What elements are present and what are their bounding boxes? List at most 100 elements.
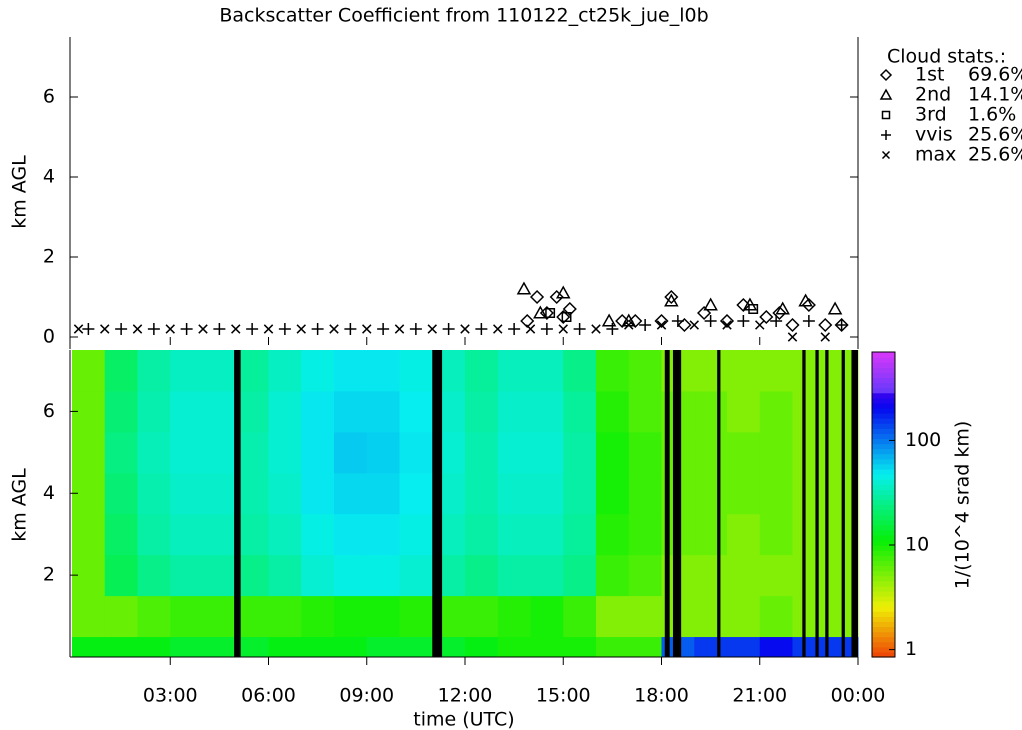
heatmap-cell [465, 595, 499, 638]
marker [533, 305, 548, 319]
marker [558, 324, 568, 334]
heatmap-cell [268, 472, 302, 515]
legend-label: 2nd [915, 84, 951, 106]
marker [719, 313, 735, 329]
colorbar-segment [872, 570, 895, 577]
marker [591, 324, 601, 334]
colorbar-segment [872, 423, 895, 429]
colorbar-segment [872, 601, 895, 607]
heatmap-cell [563, 431, 597, 474]
heatmap-cell [497, 350, 531, 392]
marker [198, 324, 208, 334]
colorbar-segment [872, 621, 895, 628]
colorbar-segment [872, 580, 895, 587]
colorbar-segment [872, 641, 895, 648]
marker [525, 324, 536, 334]
heatmap-cell [759, 513, 793, 556]
marker [508, 323, 521, 335]
x-tick-label: 00:00 [831, 685, 886, 707]
heatmap-cell [235, 636, 269, 658]
heatmap-cell [596, 595, 630, 638]
heatmap-cell [399, 350, 433, 392]
heatmap-cell [235, 390, 269, 433]
colorbar-segment [872, 428, 895, 434]
heatmap-cell [137, 636, 171, 658]
heatmap-cell [72, 513, 106, 556]
legend-value: 69.6% [968, 64, 1022, 86]
y-tick-label: 2 [43, 246, 55, 268]
heatmap-cell [104, 554, 138, 597]
marker [394, 324, 405, 334]
heatmap-cell [563, 554, 597, 597]
marker [697, 305, 712, 321]
legend-marker [881, 110, 891, 120]
heatmap-cell [170, 636, 204, 658]
heatmap-cell [399, 595, 433, 638]
colorbar-segment [872, 616, 895, 623]
colorbar-segment [872, 438, 895, 445]
colorbar-segment [872, 397, 895, 404]
marker [278, 323, 291, 335]
marker [529, 289, 545, 305]
heatmap-cell [596, 636, 630, 658]
heatmap-cell [596, 350, 630, 392]
marker [664, 289, 679, 305]
heatmap-cell [301, 350, 335, 392]
marker [775, 301, 790, 315]
heatmap-cell [727, 513, 761, 556]
colorbar-segment [872, 362, 895, 368]
heatmap-cell [792, 472, 826, 515]
marker [801, 297, 816, 313]
colorbar-segment [872, 540, 895, 546]
heatmap-cell [628, 513, 662, 556]
heatmap-cell [596, 554, 630, 597]
marker [147, 323, 160, 335]
heatmap-cell [465, 350, 499, 392]
colorbar-segment [872, 519, 895, 526]
marker [132, 324, 143, 334]
heatmap-cell [563, 390, 597, 433]
heatmap-cell [268, 513, 302, 556]
marker [664, 293, 679, 307]
heatmap-cell [366, 390, 400, 433]
marker [772, 305, 787, 321]
marker [409, 323, 422, 335]
colorbar-segment [872, 651, 895, 658]
heatmap-cell [170, 595, 204, 638]
colorbar-segment [872, 611, 895, 617]
heatmap-cell [399, 431, 433, 474]
colorbar-segment [872, 468, 895, 475]
marker [737, 315, 750, 327]
marker [689, 320, 699, 330]
heatmap-cell [497, 595, 531, 638]
heatmap-cell [203, 350, 237, 392]
marker [493, 324, 503, 334]
heatmap-cell [759, 595, 793, 638]
marker [561, 312, 572, 322]
legend-value: 25.6% [968, 144, 1022, 166]
marker [377, 323, 390, 335]
colorbar-tick-label: 1 [905, 638, 917, 660]
marker [722, 320, 732, 330]
colorbar-segment [872, 372, 895, 379]
colorbar-segment [872, 565, 895, 572]
heatmap-cell [268, 554, 302, 597]
heatmap-cell [727, 595, 761, 638]
data-gap [717, 350, 721, 657]
heatmap-cell [530, 513, 564, 556]
colorbar-segment [872, 596, 895, 602]
colorbar-segment [872, 463, 895, 470]
legend-title: Cloud stats.: [887, 46, 1006, 68]
heatmap-cell [563, 472, 597, 515]
marker [82, 323, 95, 335]
heatmap-cell [694, 636, 728, 658]
legend-marker [881, 150, 891, 160]
heatmap-cell [137, 513, 171, 556]
colorbar-segment [872, 402, 895, 409]
heatmap-cell [792, 350, 826, 392]
heatmap-cell [203, 513, 237, 556]
heatmap-cell [596, 431, 630, 474]
heatmap-cell [268, 431, 302, 474]
heatmap-cell [235, 431, 269, 474]
